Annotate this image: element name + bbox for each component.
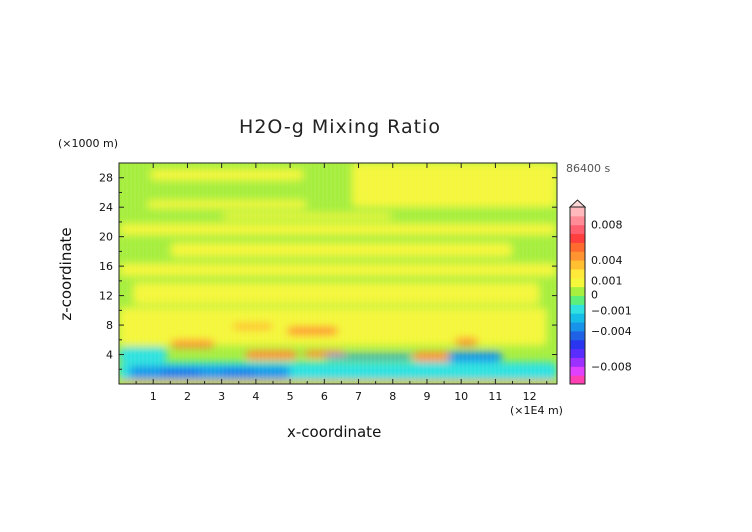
colorbar-segment — [570, 357, 585, 367]
colorbar-segment — [570, 215, 585, 226]
colorbar-segment — [570, 224, 585, 235]
colorbar-extend-arrow — [568, 199, 587, 208]
y-tick-label: 4 — [106, 349, 113, 362]
y-axis-unit: (×1000 m) — [58, 137, 119, 150]
x-tick-label: 6 — [321, 390, 328, 403]
field-region-positive-weak — [221, 213, 393, 219]
x-axis-unit: (×1E4 m) — [510, 404, 563, 417]
colorbar-segment — [570, 207, 585, 217]
x-tick-label: 8 — [389, 390, 396, 403]
colorbar-segment — [570, 233, 585, 243]
colorbar-segment — [570, 348, 585, 358]
colorbar-segment — [570, 313, 585, 323]
x-tick-label: 5 — [287, 390, 294, 403]
x-tick-label: 11 — [488, 390, 502, 403]
field-region-negative-weak — [119, 347, 167, 362]
field-region-positive-weak — [149, 168, 304, 181]
colorbar-label: 0.008 — [591, 219, 623, 232]
field-region-positive-weak — [132, 282, 540, 305]
x-tick-label: 9 — [423, 390, 430, 403]
colorbar-label: −0.008 — [591, 360, 632, 373]
field-region-positive — [245, 350, 297, 360]
field-contours — [119, 163, 557, 384]
colorbar-segment — [570, 295, 585, 305]
field-region-positive-weak — [119, 263, 557, 277]
colorbar-segment — [570, 330, 585, 341]
field-region-positive-weak — [146, 199, 308, 209]
colorbar-segment — [570, 268, 585, 279]
colorbar-segment — [570, 375, 585, 385]
field-region-positive — [454, 337, 479, 346]
field-region-positive-weak — [119, 307, 547, 346]
colorbar-segment — [570, 277, 585, 288]
colorbar-segment — [570, 251, 585, 261]
chart-title: H2O-g Mixing Ratio — [239, 116, 441, 138]
colorbar-segment — [570, 304, 585, 314]
y-tick-label: 24 — [99, 201, 113, 214]
x-tick-label: 4 — [252, 390, 259, 403]
field-region-positive — [170, 339, 215, 348]
y-tick-label: 12 — [99, 290, 113, 303]
field-region-surface — [119, 380, 557, 384]
colorbar-label: −0.004 — [591, 325, 632, 338]
colorbar-segment — [570, 286, 585, 296]
colorbar-label: 0 — [591, 289, 598, 302]
colorbar-segment — [570, 366, 585, 376]
field-region-negative — [160, 369, 202, 376]
colorbar-segment — [570, 242, 585, 252]
x-tick-label: 1 — [150, 390, 157, 403]
x-tick-label: 12 — [523, 390, 537, 403]
field-region-negative — [129, 366, 291, 379]
field-region-positive-weak — [119, 223, 557, 236]
x-axis-label: x-coordinate — [287, 423, 382, 441]
plot-frame — [118, 162, 558, 385]
colorbar-segment — [570, 322, 585, 332]
field-region-negative — [221, 370, 256, 375]
time-stamp: 86400 s — [566, 162, 611, 175]
y-tick-label: 16 — [99, 260, 113, 273]
y-tick-label: 28 — [99, 172, 113, 185]
field-region-positive-weak — [351, 163, 557, 208]
x-tick-label: 3 — [218, 390, 225, 403]
contour-field — [119, 163, 557, 384]
colorbar-label: −0.001 — [591, 304, 632, 317]
x-tick-label: 7 — [355, 390, 362, 403]
field-region-negative — [447, 351, 503, 362]
field-region-positive-weak — [170, 242, 513, 258]
y-tick-label: 20 — [99, 231, 113, 244]
x-tick-label: 10 — [454, 390, 468, 403]
y-tick-label: 8 — [106, 319, 113, 332]
colorbar-label: 0.004 — [591, 254, 623, 267]
colorbar-segment — [570, 339, 585, 350]
x-tick-label: 2 — [184, 390, 191, 403]
field-region-positive — [286, 326, 338, 336]
colorbar-label: 0.001 — [591, 275, 623, 288]
field-region-negative — [324, 354, 414, 359]
colorbar-segment — [570, 260, 585, 270]
model-grid — [119, 163, 556, 384]
field-region-positive — [231, 322, 273, 331]
